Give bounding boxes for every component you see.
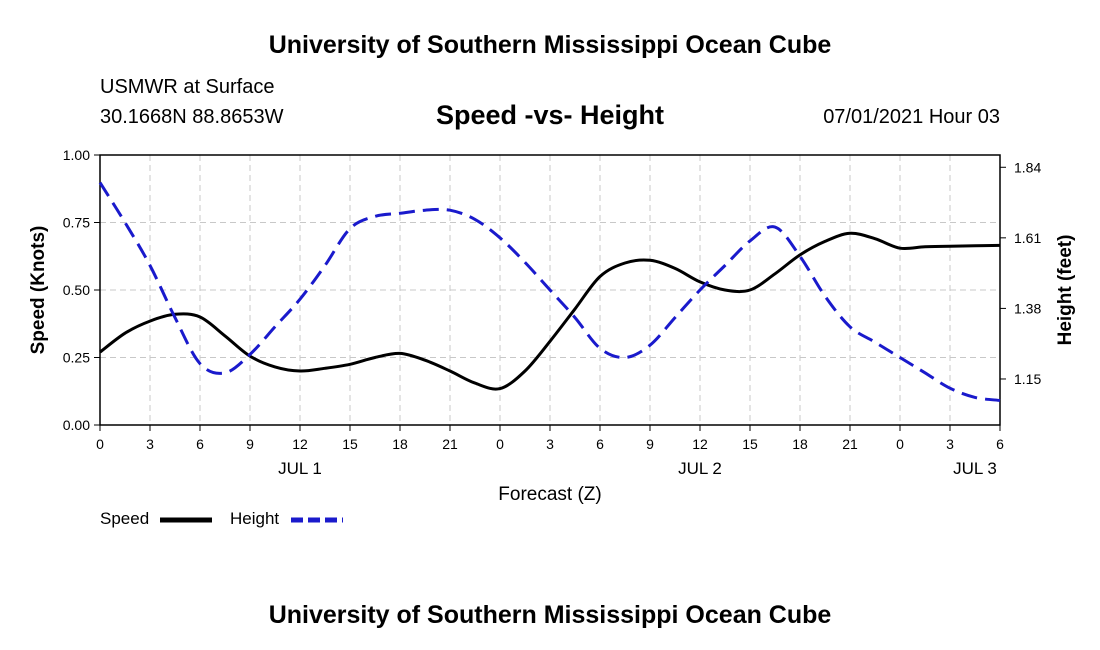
y2-tick-label: 1.38: [1014, 300, 1041, 316]
legend-speed-label: Speed: [100, 509, 149, 528]
x-tick-label: 21: [442, 436, 458, 452]
x-tick-label: 12: [292, 436, 308, 452]
x-tick-label: 0: [496, 436, 504, 452]
x-tick-label: 6: [596, 436, 604, 452]
x-tick-label: 15: [342, 436, 358, 452]
y-tick-label: 0.00: [63, 417, 90, 433]
footer-title: University of Southern Mississippi Ocean…: [268, 601, 832, 629]
y2-tick-label: 1.84: [1014, 159, 1041, 175]
x-date-label: JUL 2: [678, 459, 722, 478]
series-line-height: [98, 181, 1001, 402]
x-tick-label: 3: [546, 436, 554, 452]
y2-tick-label: 1.15: [1014, 371, 1041, 387]
x-axis-label: Forecast (Z): [498, 484, 601, 505]
x-tick-label: 12: [692, 436, 708, 452]
legend: Speed Height: [100, 509, 343, 528]
x-date-label: JUL 3: [953, 459, 997, 478]
y-tick-label: 0.50: [63, 282, 90, 298]
x-tick-label: 3: [146, 436, 154, 452]
station-name: USMWR at Surface: [100, 76, 275, 98]
y-tick-label: 0.25: [63, 350, 90, 366]
y2-tick-label: 1.61: [1014, 230, 1041, 246]
x-tick-label: 0: [96, 436, 104, 452]
tick-labels: 0 3 6 9 12 15 18 21 0 3 6 9 12 15 18 21 0 3 6 JUL 1 JUL 2 JUL…: [63, 147, 1042, 478]
x-tick-label: 18: [392, 436, 408, 452]
y-tick-label: 0.75: [63, 215, 90, 231]
x-tick-label: 0: [896, 436, 904, 452]
y-tick-label: 1.00: [63, 147, 90, 163]
x-tick-label: 9: [246, 436, 254, 452]
station-coords: 30.1668N 88.8653W: [100, 106, 284, 128]
axis-ticks: [94, 154, 1006, 431]
y-axis-label: Speed (Knots): [28, 226, 49, 355]
legend-height-label: Height: [230, 509, 279, 528]
x-tick-label: 6: [996, 436, 1004, 452]
series-lines: [98, 181, 1001, 402]
chart-title: Speed -vs- Height: [435, 100, 665, 130]
forecast-datetime: 07/01/2021 Hour 03: [823, 106, 1000, 128]
x-tick-label: 3: [946, 436, 954, 452]
page-title: University of Southern Mississippi Ocean…: [268, 31, 832, 59]
y2-axis-label: Height (feet): [1055, 235, 1076, 346]
x-date-label: JUL 1: [278, 459, 322, 478]
x-tick-label: 6: [196, 436, 204, 452]
x-tick-label: 21: [842, 436, 858, 452]
x-tick-label: 18: [792, 436, 808, 452]
x-tick-label: 15: [742, 436, 758, 452]
x-tick-label: 9: [646, 436, 654, 452]
